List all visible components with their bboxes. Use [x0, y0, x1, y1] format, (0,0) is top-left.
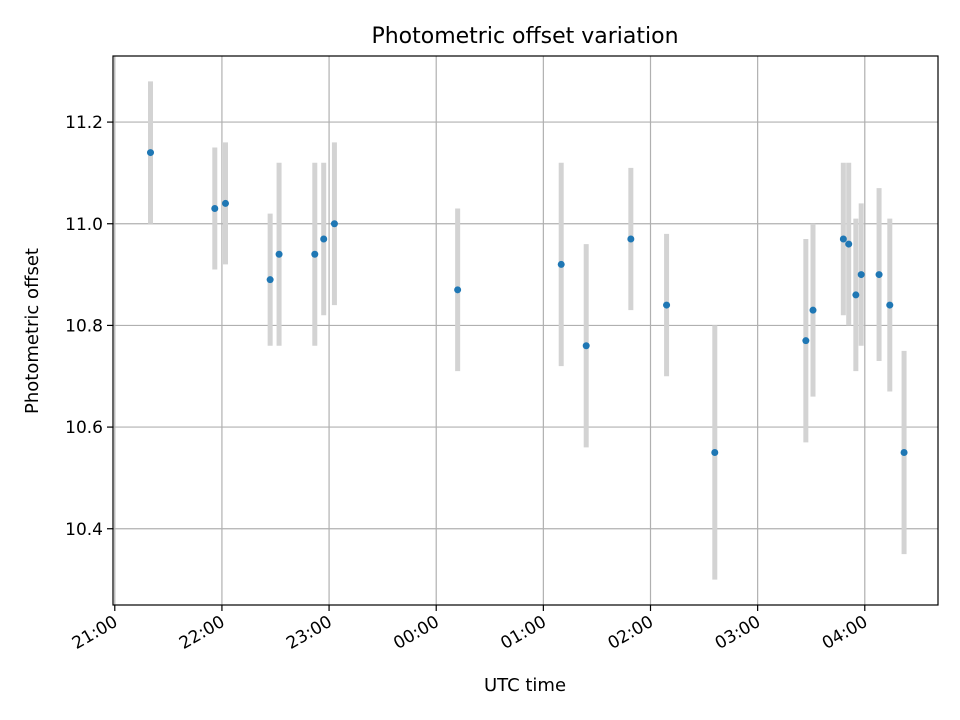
data-point [627, 235, 635, 243]
data-point [211, 205, 219, 212]
data-point [222, 199, 229, 207]
x-axis-label: UTC time [484, 675, 566, 696]
data-point [711, 449, 719, 456]
plot-frame [112, 55, 939, 606]
data-point [311, 250, 319, 258]
y-axis-label: Photometric offset [22, 248, 43, 414]
y-tick-label: 10.8 [65, 316, 103, 336]
grid [113, 56, 938, 605]
data-point [557, 260, 565, 268]
y-tick-label: 11.2 [65, 113, 103, 133]
data-point [802, 337, 810, 345]
data-point [330, 220, 338, 228]
y-tick-label: 10.6 [65, 418, 103, 438]
data-point [320, 235, 328, 243]
data-point [266, 276, 274, 284]
data-point [875, 271, 883, 279]
data-point [852, 291, 860, 299]
data-point [147, 149, 154, 157]
data-point [809, 306, 817, 314]
chart-title: Photometric offset variation [371, 24, 678, 49]
data-point [857, 271, 865, 279]
y-tick-label: 10.4 [65, 520, 103, 540]
data-point [275, 250, 283, 258]
y-tick-label: 11.0 [65, 215, 103, 235]
data-point [454, 286, 462, 294]
data-point [886, 301, 894, 309]
data-point [663, 301, 671, 309]
data-point [845, 240, 853, 248]
data-points [147, 149, 908, 456]
data-point [582, 342, 590, 350]
y-axis-ticks: 10.4 10.6 10.8 11.0 11.2 [65, 113, 113, 540]
data-point [900, 449, 908, 456]
data-point [839, 235, 847, 243]
